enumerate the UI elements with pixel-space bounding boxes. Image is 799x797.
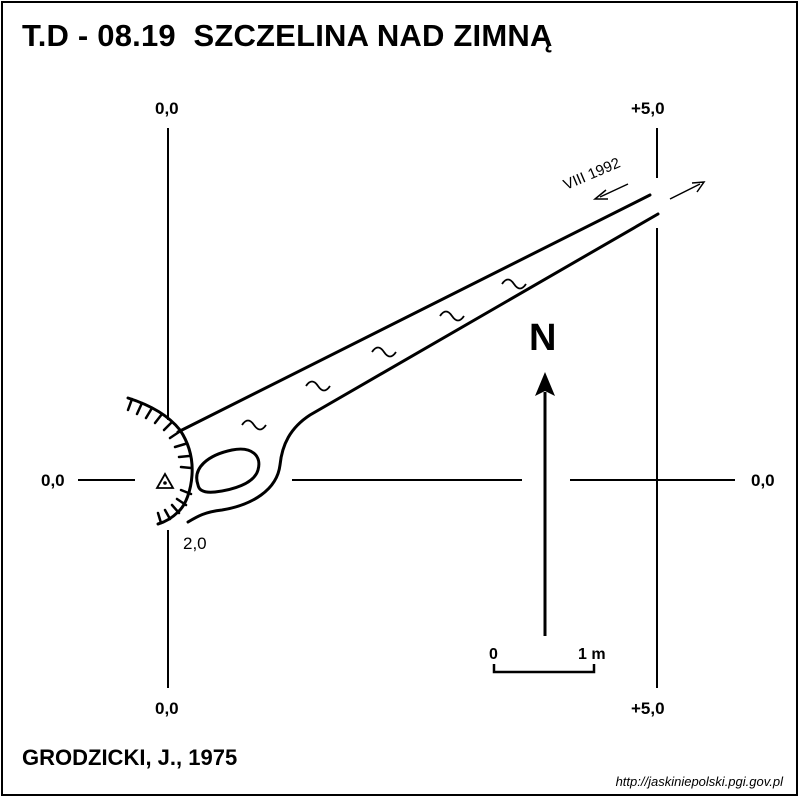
- grid-label-mid-right: 0,0: [751, 471, 775, 490]
- grid-label-left-top: 0,0: [155, 99, 179, 118]
- north-label: N: [529, 317, 556, 359]
- water-mark: [439, 310, 465, 322]
- rock-pillar: [195, 447, 261, 494]
- water-mark: [501, 278, 527, 290]
- source-link[interactable]: http://jaskiniepolski.pgi.gov.pl: [615, 774, 783, 789]
- entrance-rim: [126, 396, 194, 526]
- water-markings: [241, 278, 527, 431]
- water-mark: [371, 346, 397, 358]
- water-mark: [241, 419, 267, 431]
- scale-label-end: 1 m: [578, 646, 606, 663]
- water-mark: [305, 380, 331, 392]
- scale-label-start: 0: [489, 646, 498, 663]
- author-credit: GRODZICKI, J., 1975: [22, 745, 238, 770]
- grid-label-right-top: +5,0: [631, 99, 665, 118]
- page-title: T.D - 08.19 SZCZELINA NAD ZIMNĄ: [22, 18, 553, 53]
- entrance-hachures: [126, 397, 193, 525]
- continuation-arrows: [592, 181, 706, 200]
- north-arrow-icon: [535, 372, 555, 636]
- cave-walls: [126, 193, 660, 526]
- continuation-arrow-icon: [669, 183, 701, 200]
- grid-lines: [78, 128, 735, 688]
- depth-label: 2,0: [183, 534, 207, 553]
- grid-label-left-bottom: 0,0: [155, 699, 179, 718]
- cave-wall-south: [186, 212, 660, 524]
- scale-bar: [492, 664, 596, 674]
- grid-label-right-bottom: +5,0: [631, 699, 665, 718]
- survey-note: VIII 1992: [561, 155, 623, 194]
- survey-direction-arrow-icon: [599, 183, 629, 198]
- survey-point-icon: [155, 472, 175, 489]
- cave-wall-north: [176, 193, 652, 434]
- grid-label-mid-left: 0,0: [41, 471, 65, 490]
